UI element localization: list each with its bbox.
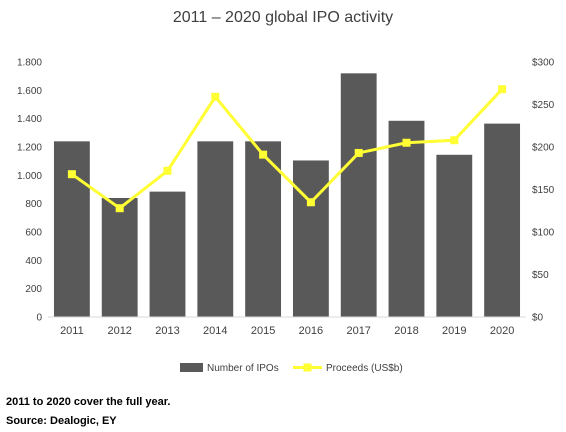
proceeds-line <box>67 85 507 213</box>
bar-2015 <box>245 141 282 317</box>
x-axis-ticks: 2011 2012 2013 2014 2015 2016 2017 2018 2019 2020 <box>60 325 514 337</box>
x-tick-label: 2016 <box>299 325 323 337</box>
proceeds-point-2016 <box>306 198 315 207</box>
legend-label-proceeds: Proceeds (US$b) <box>326 363 403 374</box>
left-tick-label: 1.400 <box>17 114 42 125</box>
proceeds-point-2019 <box>450 136 459 145</box>
left-tick-label: 800 <box>25 199 42 210</box>
x-tick-label: 2013 <box>155 325 179 337</box>
bar-2012 <box>101 198 138 317</box>
proceeds-point-2017 <box>354 148 363 157</box>
left-tick-label: 1.800 <box>17 58 42 69</box>
right-tick-label: $300 <box>532 58 555 69</box>
legend-swatch-proceeds-marker <box>303 363 312 372</box>
legend-label-number-of-ipos: Number of IPOs <box>207 363 279 374</box>
period-note: 2011 to 2020 cover the full year. <box>6 396 171 408</box>
bar-2016 <box>292 160 329 317</box>
right-tick-label: $150 <box>532 185 555 196</box>
chart-title: 2011 – 2020 global IPO activity <box>173 9 393 26</box>
right-tick-label: $50 <box>532 270 549 281</box>
left-tick-label: 1.200 <box>17 143 42 154</box>
left-tick-label: 600 <box>25 228 42 239</box>
bar-2020 <box>484 123 521 317</box>
proceeds-point-2018 <box>402 138 411 147</box>
bar-2017 <box>340 73 377 317</box>
bar-2019 <box>436 154 473 317</box>
proceeds-point-2020 <box>498 85 507 94</box>
right-tick-label: $100 <box>532 228 555 239</box>
x-tick-label: 2017 <box>346 325 370 337</box>
ipo-activity-chart: 2011 – 2020 global IPO activity 0 200 400 6… <box>17 9 555 374</box>
x-tick-label: 2011 <box>60 325 84 337</box>
left-tick-label: 1.000 <box>17 171 42 182</box>
source-note: Source: Dealogic, EY <box>6 415 117 427</box>
chart-area: 2011 – 2020 global IPO activity 0 200 400 6… <box>17 9 555 374</box>
proceeds-point-2011 <box>67 170 76 179</box>
left-tick-label: 1.600 <box>17 86 42 97</box>
bar-2014 <box>197 141 234 317</box>
right-tick-label: $200 <box>532 143 555 154</box>
proceeds-point-2013 <box>163 166 172 175</box>
proceeds-point-2015 <box>259 150 268 159</box>
proceeds-series-line <box>71 88 504 210</box>
x-tick-label: 2015 <box>251 325 275 337</box>
x-tick-label: 2014 <box>203 325 227 337</box>
x-tick-label: 2020 <box>490 325 514 337</box>
left-tick-label: 400 <box>25 256 42 267</box>
right-tick-label: $250 <box>532 100 555 111</box>
right-axis-ticks: $0 $50 $100 $150 $200 $250 $300 <box>532 58 555 324</box>
legend: Number of IPOs Proceeds (US$b) <box>180 363 403 374</box>
proceeds-point-2014 <box>211 92 220 101</box>
bar-2011 <box>53 141 90 317</box>
bar-2013 <box>149 191 186 317</box>
legend-swatch-number-of-ipos <box>180 363 203 372</box>
x-tick-label: 2019 <box>442 325 466 337</box>
ipo-count-bars <box>53 73 521 318</box>
x-tick-label: 2012 <box>107 325 131 337</box>
left-tick-label: 200 <box>25 284 42 295</box>
bar-2018 <box>388 120 425 318</box>
proceeds-point-2012 <box>115 204 124 213</box>
left-axis-ticks: 0 200 400 600 800 1.000 1.200 1.400 1.600 1.800 <box>17 58 42 324</box>
right-tick-label: $0 <box>532 313 544 324</box>
left-tick-label: 0 <box>36 313 42 324</box>
x-tick-label: 2018 <box>394 325 418 337</box>
